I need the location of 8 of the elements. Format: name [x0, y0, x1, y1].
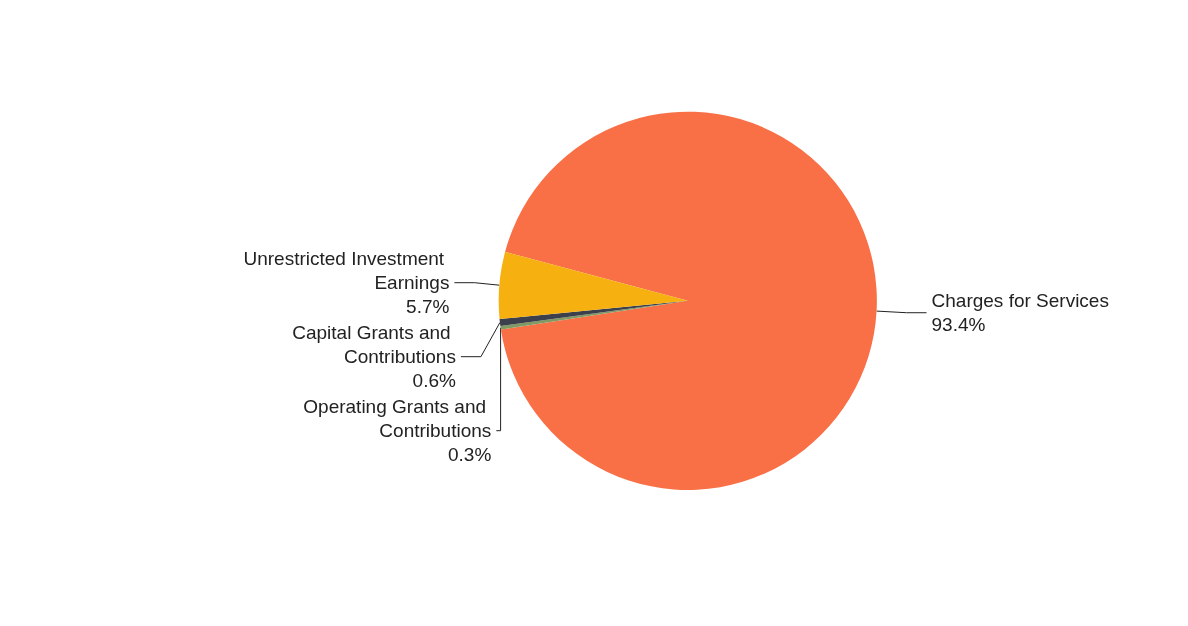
data-label: 0.3%	[448, 444, 492, 466]
data-label: 93.4%	[931, 314, 986, 336]
slice-label: Capital Grants and Contributions	[292, 322, 456, 368]
data-label: 0.6%	[412, 370, 457, 392]
slice-label: Unrestricted Investment Earnings	[243, 248, 450, 294]
data-label: 5.7%	[406, 296, 450, 318]
slice-label: Operating Grants and Contributions	[303, 396, 492, 442]
slice-label: Charges for Services	[931, 290, 1109, 312]
